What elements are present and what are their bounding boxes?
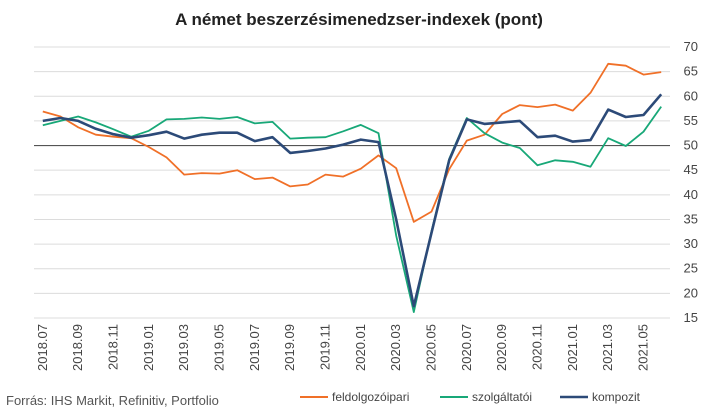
x-tick-label: 2021.05	[636, 324, 651, 371]
x-tick-label: 2020.09	[494, 324, 509, 371]
x-tick-label: 2019.07	[247, 324, 262, 371]
series-line-0	[42, 62, 662, 223]
x-tick-label: 2020.01	[353, 324, 368, 371]
x-tick-label: 2020.07	[459, 324, 474, 371]
y-tick-label: 30	[684, 236, 698, 251]
x-tick-label: 2019.11	[318, 324, 333, 370]
x-tick-label: 2020.03	[388, 324, 403, 371]
x-tick-label: 2021.03	[600, 324, 615, 371]
y-tick-label: 40	[684, 187, 698, 202]
x-tick-label: 2020.11	[530, 324, 545, 370]
series-line-2	[42, 93, 663, 308]
legend-label: kompozit	[592, 390, 641, 404]
y-tick-label: 70	[684, 39, 698, 54]
x-tick-label: 2019.01	[141, 324, 156, 371]
x-tick-label: 2019.03	[176, 324, 191, 371]
x-axis: 2018.07 2018.09 2018.11 2019.01 2019.03 2019.…	[35, 324, 651, 371]
source-note: Forrás: IHS Markit, Refinitiv, Portfolio	[6, 393, 219, 408]
y-tick-label: 60	[684, 88, 698, 103]
y-tick-label: 25	[684, 261, 698, 276]
chart-title: A német beszerzésimenedzser-indexek (pon…	[175, 10, 543, 29]
x-tick-label: 2021.01	[565, 324, 580, 371]
y-tick-label: 35	[684, 211, 698, 226]
x-tick-label: 2019.09	[282, 324, 297, 371]
grid-lines	[34, 46, 670, 319]
x-tick-label: 2018.07	[35, 324, 50, 371]
series-line-1	[42, 106, 662, 314]
x-tick-label: 2018.11	[106, 324, 121, 370]
y-tick-label: 45	[684, 162, 698, 177]
legend-label: feldolgozóipari	[332, 390, 409, 404]
series-lines	[42, 62, 663, 314]
y-tick-label: 50	[684, 138, 698, 153]
y-tick-label: 55	[684, 113, 698, 128]
x-tick-label: 2018.09	[70, 324, 85, 371]
y-tick-label: 15	[684, 310, 698, 325]
x-tick-label: 2019.05	[212, 324, 227, 371]
legend-label: szolgáltatói	[472, 390, 532, 404]
y-tick-label: 65	[684, 64, 698, 79]
y-axis: 15 20 25 30 35 40 45 50 55 60 65 70	[684, 39, 698, 325]
x-tick-label: 2020.05	[424, 324, 439, 371]
y-tick-label: 20	[684, 285, 698, 300]
legend: feldolgozóipari szolgáltatói kompozit	[300, 390, 641, 404]
